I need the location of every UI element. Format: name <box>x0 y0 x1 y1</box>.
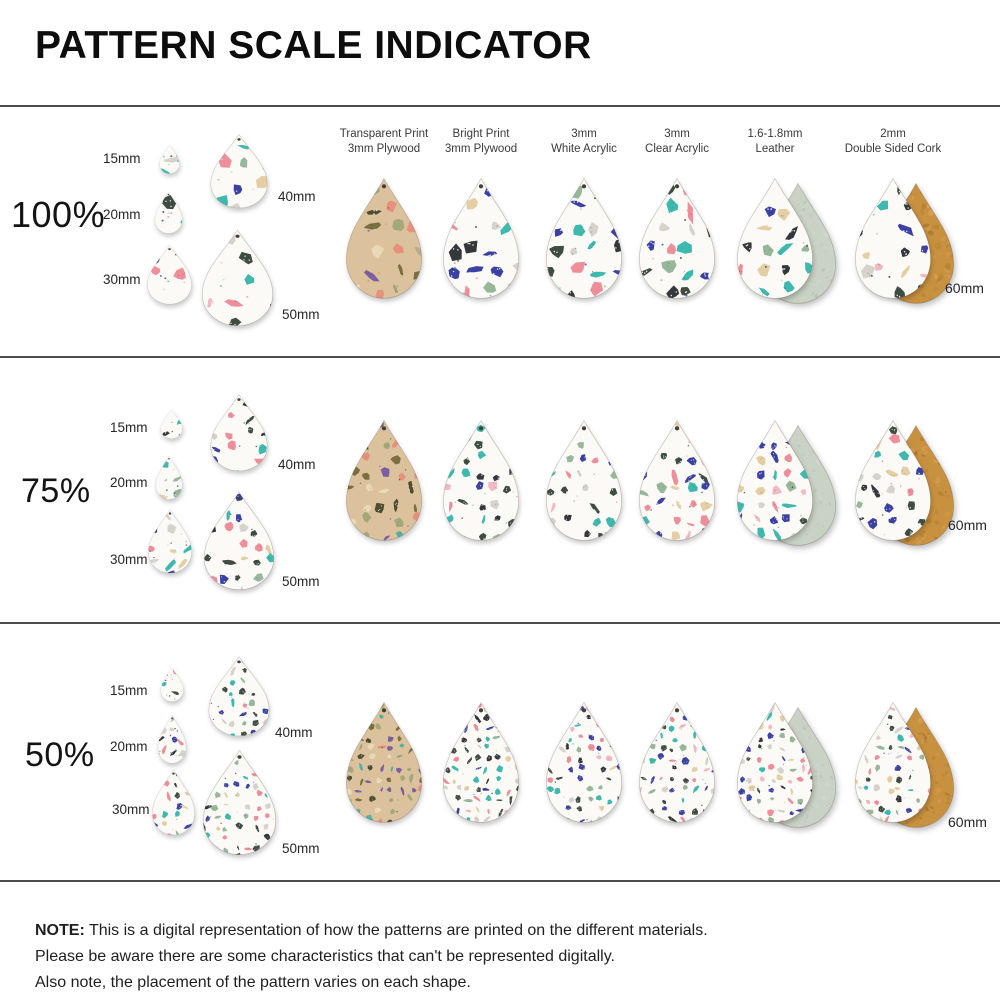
note-line-1-wrap: NOTE: This is a digital representation o… <box>35 918 708 944</box>
size-label-50mm: 50mm <box>282 841 320 856</box>
size-label-30mm: 30mm <box>110 552 148 567</box>
teardrop-sample-50mm <box>202 490 276 591</box>
size-label-40mm: 40mm <box>278 457 316 472</box>
teardrop-bright-print-plywood <box>441 176 521 300</box>
teardrop-leather-front <box>735 176 815 300</box>
teardrop-double-sided-cork-front <box>853 418 933 542</box>
teardrop-leather-front <box>735 700 815 824</box>
note-line-2: Please be aware there are some character… <box>35 948 615 965</box>
size-label-40mm: 40mm <box>275 725 313 740</box>
note-line-3: Also note, the placement of the pattern … <box>35 974 471 991</box>
teardrop-sample-30mm <box>151 768 196 836</box>
size-label-60mm: 60mm <box>945 280 984 296</box>
teardrop-sample-20mm <box>157 714 187 764</box>
material-header-clear-acrylic: 3mm Clear Acrylic <box>645 128 709 156</box>
teardrop-sample-15mm <box>160 409 183 439</box>
teardrop-sample-40mm <box>207 655 271 737</box>
teardrop-transparent-print-plywood <box>344 176 424 300</box>
size-label-50mm: 50mm <box>282 307 320 322</box>
scale-percent-label: 50% <box>25 736 95 774</box>
size-label-50mm: 50mm <box>282 574 320 589</box>
teardrop-sample-20mm <box>155 455 183 500</box>
teardrop-double-sided-cork <box>853 176 956 305</box>
teardrop-sample-50mm <box>200 228 275 327</box>
teardrop-sample-30mm <box>147 508 193 574</box>
size-label-30mm: 30mm <box>112 802 150 817</box>
divider-line <box>0 105 1000 107</box>
divider-line <box>0 622 1000 624</box>
size-label-15mm: 15mm <box>103 151 141 166</box>
teardrop-sample-40mm <box>209 393 269 472</box>
teardrop-leather <box>735 176 838 305</box>
size-label-60mm: 60mm <box>948 517 987 533</box>
teardrop-double-sided-cork-front <box>853 700 933 824</box>
teardrop-double-sided-cork-front <box>853 176 933 300</box>
teardrop-clear-acrylic <box>637 418 717 542</box>
teardrop-bright-print-plywood <box>441 700 521 824</box>
teardrop-double-sided-cork <box>853 700 956 829</box>
material-header-white-acrylic: 3mm White Acrylic <box>551 128 617 156</box>
material-header-leather: 1.6-1.8mm Leather <box>747 128 803 156</box>
size-label-60mm: 60mm <box>948 814 987 830</box>
teardrop-sample-20mm <box>154 191 183 234</box>
teardrop-clear-acrylic <box>637 176 717 300</box>
size-label-20mm: 20mm <box>103 207 141 222</box>
size-label-20mm: 20mm <box>110 739 148 754</box>
scale-percent-label: 100% <box>11 194 106 235</box>
teardrop-double-sided-cork <box>853 418 956 547</box>
teardrop-leather-front <box>735 418 815 542</box>
teardrop-white-acrylic <box>544 700 624 824</box>
size-label-20mm: 20mm <box>110 475 148 490</box>
scale-percent-label: 75% <box>21 472 91 510</box>
size-label-40mm: 40mm <box>278 189 316 204</box>
teardrop-transparent-print-plywood <box>344 700 424 824</box>
note-line-1: This is a digital representation of how … <box>88 922 708 939</box>
teardrop-sample-30mm <box>146 244 193 305</box>
material-header-transparent-print-plywood: Transparent Print 3mm Plywood <box>339 128 429 156</box>
teardrop-sample-15mm <box>159 144 180 174</box>
material-header-bright-print-plywood: Bright Print 3mm Plywood <box>444 128 518 156</box>
teardrop-leather <box>735 700 838 829</box>
divider-line <box>0 356 1000 358</box>
size-label-15mm: 15mm <box>110 683 148 698</box>
note-heading: NOTE: <box>35 922 85 939</box>
note-block: NOTE: This is a digital representation o… <box>35 918 708 996</box>
teardrop-transparent-print-plywood <box>344 418 424 542</box>
teardrop-white-acrylic <box>544 418 624 542</box>
page-title: PATTERN SCALE INDICATOR <box>35 24 592 67</box>
teardrop-bright-print-plywood <box>441 418 521 542</box>
size-label-30mm: 30mm <box>103 272 141 287</box>
teardrop-white-acrylic <box>544 176 624 300</box>
teardrop-sample-50mm <box>201 748 278 856</box>
teardrop-clear-acrylic <box>637 700 717 824</box>
material-header-double-sided-cork: 2mm Double Sided Cork <box>844 128 942 156</box>
teardrop-sample-15mm <box>160 667 184 702</box>
teardrop-leather <box>735 418 838 547</box>
size-label-15mm: 15mm <box>110 420 148 435</box>
divider-line <box>0 880 1000 882</box>
teardrop-sample-40mm <box>209 133 269 209</box>
